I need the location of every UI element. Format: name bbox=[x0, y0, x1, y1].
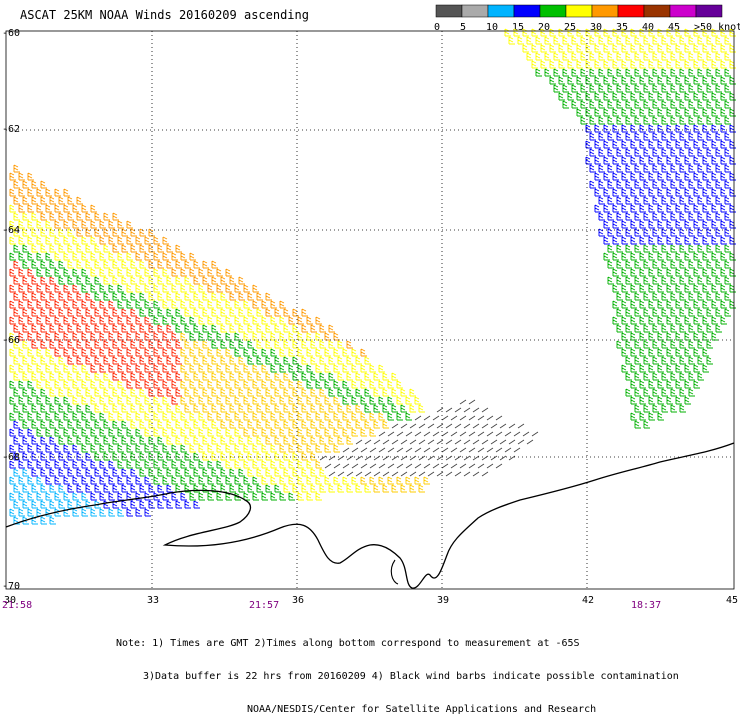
lat-label-68: -68 bbox=[2, 452, 20, 463]
time-label-3: 18:37 bbox=[631, 600, 661, 611]
wind-barb-group bbox=[9, 468, 124, 525]
wind-barb-group bbox=[319, 399, 539, 477]
scale-tick-0: 0 bbox=[434, 22, 440, 33]
note-line-3: NOAA/NESDIS/Center for Satellite Applica… bbox=[247, 704, 597, 715]
color-swatch-1 bbox=[461, 4, 489, 18]
color-scale-bar: 0 5 10 15 20 25 30 35 40 45 >50 knots bbox=[434, 4, 740, 33]
footnote: Note: 1) Times are GMT 2)Times along bot… bbox=[116, 616, 679, 726]
wind-barb-group bbox=[9, 28, 736, 501]
time-label-1: 21:58 bbox=[2, 600, 32, 611]
lon-label-42: 42 bbox=[582, 595, 594, 606]
wind-barb-group bbox=[9, 68, 736, 501]
color-swatch-6 bbox=[591, 4, 619, 18]
color-swatch-9 bbox=[669, 4, 697, 18]
coast-inlet bbox=[390, 559, 399, 585]
wind-map: 0 5 10 15 20 25 30 35 40 45 >50 knots -60 -62 -64 … bbox=[2, 4, 740, 611]
color-swatch-4 bbox=[539, 4, 567, 18]
lon-label-36: 36 bbox=[292, 595, 304, 606]
scale-tick-7: 35 bbox=[616, 22, 628, 33]
lon-label-45: 45 bbox=[726, 595, 738, 606]
axis-labels: -60 -62 -64 -66 -68 -70 30 33 36 39 42 4… bbox=[2, 28, 738, 611]
lat-label-70: -70 bbox=[2, 581, 20, 592]
time-label-2: 21:57 bbox=[249, 600, 279, 611]
wind-barbs-layer bbox=[9, 28, 736, 525]
map-frame bbox=[5, 30, 735, 590]
color-swatch-3 bbox=[513, 4, 541, 18]
map-title: ASCAT 25KM NOAA Winds 20160209 ascending bbox=[20, 8, 309, 22]
lon-label-33: 33 bbox=[147, 595, 159, 606]
scale-tick-5: 25 bbox=[564, 22, 576, 33]
color-swatch-7 bbox=[617, 4, 645, 18]
wind-barb-group bbox=[9, 124, 736, 517]
lon-label-30: 30 bbox=[4, 595, 16, 606]
color-swatch-0 bbox=[435, 4, 463, 18]
scale-tick-2: 10 bbox=[486, 22, 498, 33]
wind-barb-group bbox=[180, 332, 430, 493]
note-line-1: Note: 1) Times are GMT 2)Times along bot… bbox=[116, 638, 580, 649]
scale-tick-3: 15 bbox=[512, 22, 524, 33]
scale-tick-9: 45 bbox=[668, 22, 680, 33]
scale-tick-6: 30 bbox=[590, 22, 602, 33]
note-line-2: 3)Data buffer is 22 hrs from 20160209 4)… bbox=[143, 671, 679, 682]
color-swatch-10 bbox=[695, 4, 723, 18]
scale-tick-8: 40 bbox=[642, 22, 654, 33]
color-swatch-5 bbox=[565, 4, 593, 18]
lat-label-62: -62 bbox=[2, 124, 20, 135]
lat-label-64: -64 bbox=[2, 225, 20, 236]
lat-label-66: -66 bbox=[2, 335, 20, 346]
scale-tick-1: 5 bbox=[460, 22, 466, 33]
wind-barb-group bbox=[9, 164, 367, 357]
color-swatch-2 bbox=[487, 4, 515, 18]
wind-barb-group bbox=[9, 260, 182, 405]
lat-label-60: -60 bbox=[2, 28, 20, 39]
lon-label-39: 39 bbox=[437, 595, 449, 606]
antarctic-coastline bbox=[5, 442, 735, 589]
scale-tick-10: >50 knots bbox=[694, 22, 740, 33]
scale-tick-4: 20 bbox=[538, 22, 550, 33]
color-swatch-8 bbox=[643, 4, 671, 18]
